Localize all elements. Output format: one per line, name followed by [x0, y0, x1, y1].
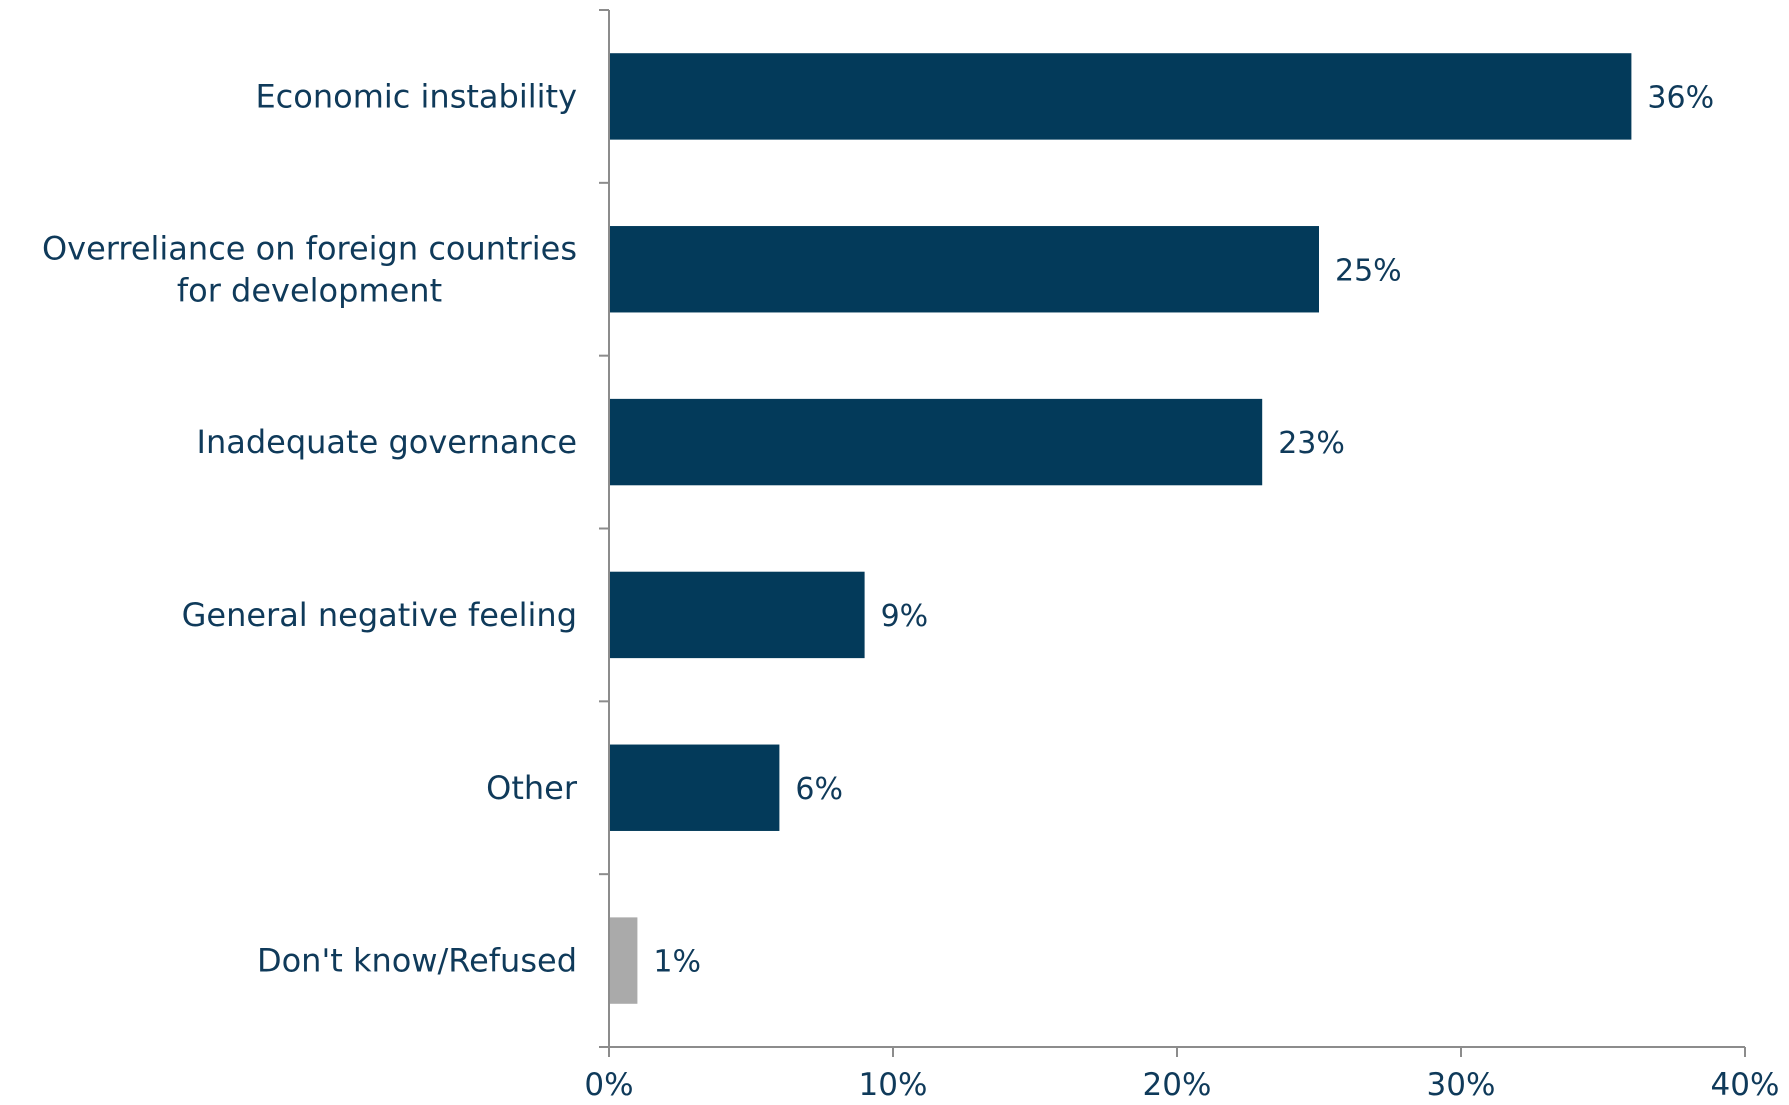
category-label: Don't know/Refused [257, 942, 577, 980]
value-label: 1% [653, 945, 701, 980]
bars-layer [609, 53, 1632, 1004]
bar [609, 226, 1319, 313]
value-label: 36% [1647, 80, 1714, 115]
category-label: Economic instability [255, 77, 577, 115]
bar [609, 398, 1263, 486]
category-label: Overreliance on foreign countries for dev… [42, 229, 577, 309]
value-label: 9% [881, 599, 929, 634]
bar [609, 744, 780, 831]
bar [609, 571, 865, 659]
category-label: Inadequate governance [197, 423, 578, 461]
axis-layer: 0% 10% 20% 30% 40% [584, 9, 1780, 1103]
x-tick-label: 30% [1427, 1067, 1496, 1103]
category-label: Other [486, 769, 578, 807]
x-tick-label: 40% [1711, 1067, 1780, 1103]
x-tick-label: 0% [584, 1067, 633, 1103]
category-label: General negative feeling [182, 596, 577, 634]
value-label: 23% [1278, 426, 1345, 461]
value-label: 25% [1335, 253, 1402, 288]
labels-layer: 36% Economic instability 25% Overreliance o… [42, 77, 1714, 979]
bar [609, 53, 1632, 140]
x-tick-label: 10% [859, 1067, 928, 1103]
bar [609, 917, 638, 1004]
x-tick-label: 20% [1143, 1067, 1212, 1103]
value-label: 6% [795, 772, 843, 807]
